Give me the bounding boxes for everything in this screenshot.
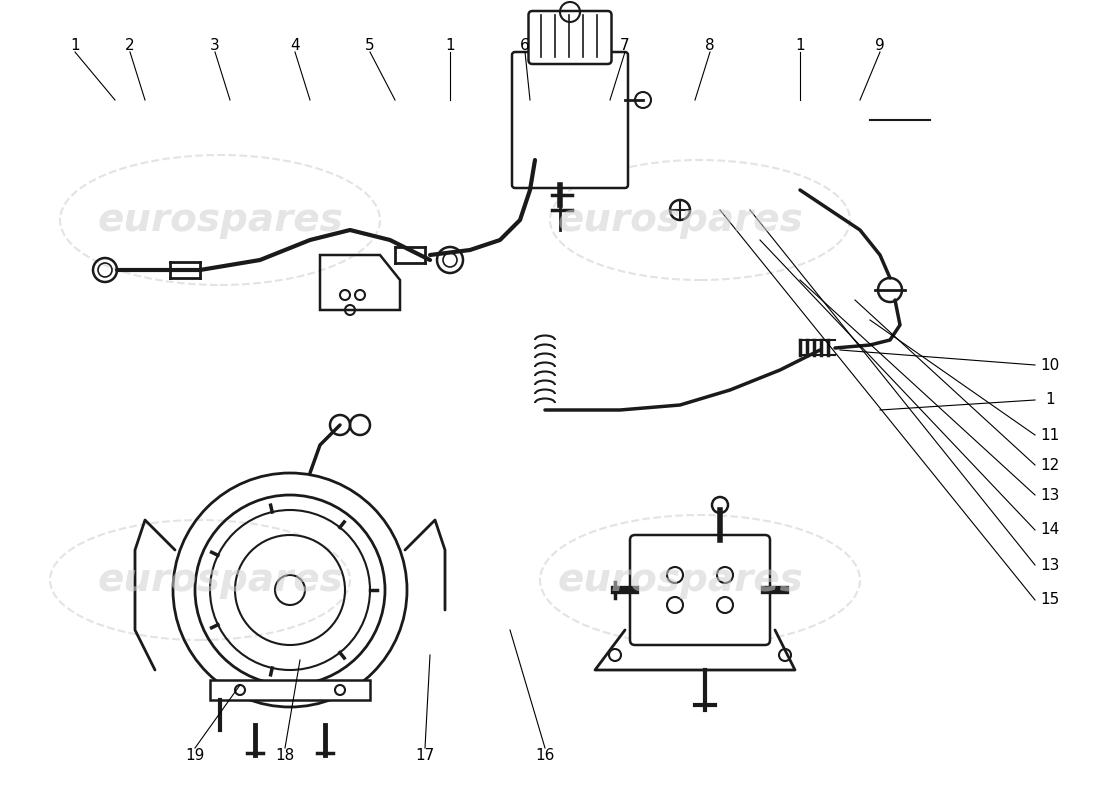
Text: 6: 6 (520, 38, 530, 53)
Circle shape (717, 597, 733, 613)
FancyBboxPatch shape (630, 535, 770, 645)
Text: 1: 1 (70, 38, 80, 53)
Circle shape (355, 290, 365, 300)
FancyBboxPatch shape (512, 52, 628, 188)
Text: 1: 1 (446, 38, 454, 53)
Text: 13: 13 (1041, 558, 1059, 573)
Circle shape (717, 567, 733, 583)
Circle shape (340, 290, 350, 300)
Text: 19: 19 (185, 747, 205, 762)
FancyBboxPatch shape (528, 11, 612, 64)
Text: eurospares: eurospares (557, 201, 803, 239)
Text: 3: 3 (210, 38, 220, 53)
Bar (210, 680, 370, 700)
Text: 15: 15 (1041, 593, 1059, 607)
Text: 1: 1 (1045, 393, 1055, 407)
Text: eurospares: eurospares (97, 561, 343, 599)
Text: 9: 9 (876, 38, 884, 53)
Circle shape (345, 305, 355, 315)
Circle shape (667, 597, 683, 613)
Text: eurospares: eurospares (557, 561, 803, 599)
Text: 14: 14 (1041, 522, 1059, 538)
Text: 18: 18 (275, 747, 295, 762)
Text: 11: 11 (1041, 427, 1059, 442)
Text: 12: 12 (1041, 458, 1059, 473)
Text: 2: 2 (125, 38, 135, 53)
Text: 1: 1 (795, 38, 805, 53)
Text: 13: 13 (1041, 487, 1059, 502)
Text: 5: 5 (365, 38, 375, 53)
Text: 10: 10 (1041, 358, 1059, 373)
Text: 4: 4 (290, 38, 300, 53)
Text: 17: 17 (416, 747, 434, 762)
Text: eurospares: eurospares (97, 201, 343, 239)
Text: 7: 7 (620, 38, 630, 53)
Text: 8: 8 (705, 38, 715, 53)
Circle shape (667, 567, 683, 583)
Text: 16: 16 (536, 747, 554, 762)
